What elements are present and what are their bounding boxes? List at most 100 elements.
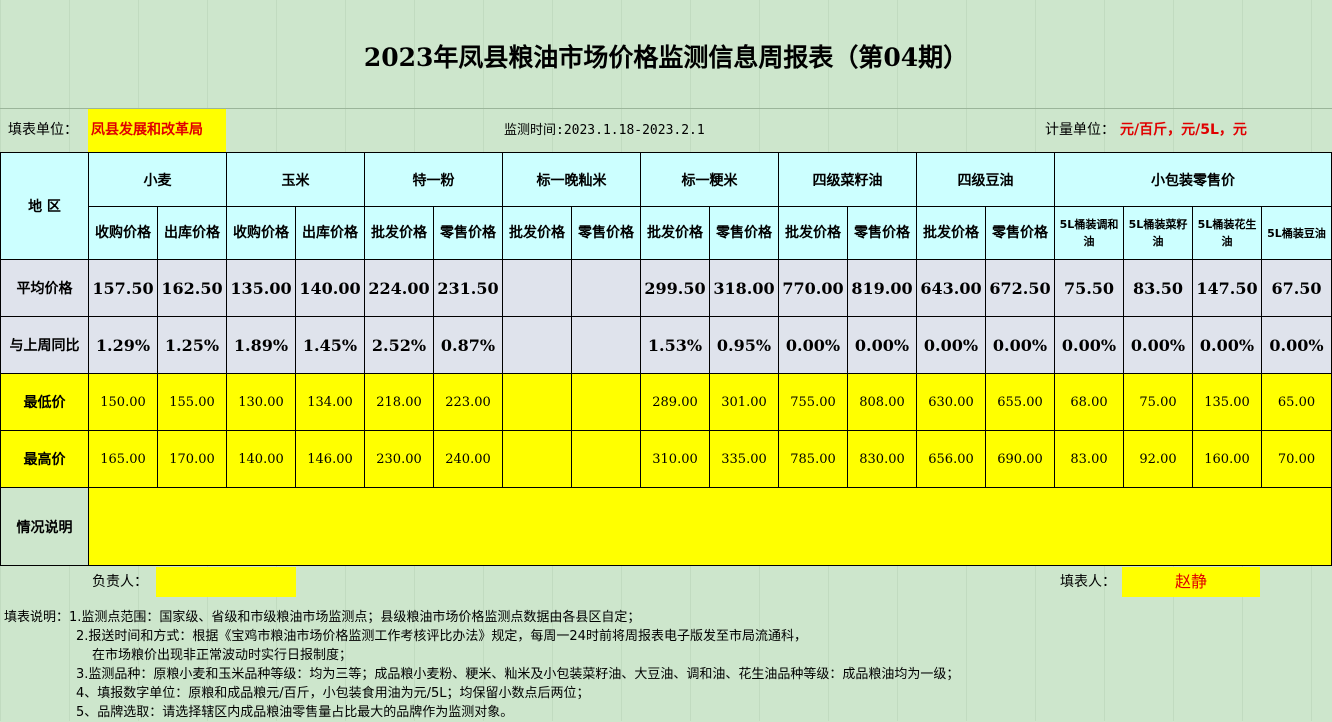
sub-header[interactable]: 收购价格 (88, 206, 158, 260)
table-cell[interactable]: 0.87% (433, 316, 503, 374)
table-cell[interactable]: 68.00 (1054, 373, 1124, 431)
table-cell[interactable]: 819.00 (847, 259, 917, 317)
table-cell[interactable] (571, 430, 641, 488)
row-label[interactable]: 与上周同比 (0, 316, 89, 374)
group-header-soybean-oil[interactable]: 四级豆油 (916, 152, 1055, 207)
sub-header[interactable]: 批发价格 (778, 206, 848, 260)
table-cell[interactable]: 83.00 (1054, 430, 1124, 488)
table-cell[interactable]: 75.50 (1054, 259, 1124, 317)
table-cell[interactable]: 130.00 (226, 373, 296, 431)
table-cell[interactable] (502, 373, 572, 431)
group-header-flour[interactable]: 特一粉 (364, 152, 503, 207)
table-cell[interactable]: 0.95% (709, 316, 779, 374)
group-header-rapeseed-oil[interactable]: 四级菜籽油 (778, 152, 917, 207)
table-cell[interactable]: 157.50 (88, 259, 158, 317)
table-cell[interactable]: 146.00 (295, 430, 365, 488)
group-header-japonica-rice[interactable]: 标一粳米 (640, 152, 779, 207)
table-cell[interactable]: 160.00 (1192, 430, 1262, 488)
table-cell[interactable]: 170.00 (157, 430, 227, 488)
table-cell[interactable]: 155.00 (157, 373, 227, 431)
sub-header[interactable]: 5L桶装菜籽油 (1123, 206, 1193, 260)
sub-header[interactable]: 出库价格 (295, 206, 365, 260)
row-label[interactable]: 情况说明 (0, 487, 89, 566)
sub-header[interactable]: 5L桶装豆油 (1261, 206, 1332, 260)
sub-header[interactable]: 零售价格 (709, 206, 779, 260)
table-cell[interactable]: 162.50 (157, 259, 227, 317)
table-cell[interactable]: 289.00 (640, 373, 710, 431)
measure-unit-value[interactable]: 元/百斤，元/5L，元 (1120, 122, 1247, 138)
table-cell[interactable] (502, 316, 572, 374)
table-cell[interactable]: 0.00% (985, 316, 1055, 374)
table-cell[interactable]: 67.50 (1261, 259, 1332, 317)
table-cell[interactable]: 135.00 (226, 259, 296, 317)
table-cell[interactable]: 218.00 (364, 373, 434, 431)
table-cell[interactable]: 301.00 (709, 373, 779, 431)
table-cell[interactable]: 690.00 (985, 430, 1055, 488)
table-cell[interactable]: 1.45% (295, 316, 365, 374)
sub-header[interactable]: 收购价格 (226, 206, 296, 260)
group-header-indica-rice[interactable]: 标一晚籼米 (502, 152, 641, 207)
table-cell[interactable]: 630.00 (916, 373, 986, 431)
table-cell[interactable]: 655.00 (985, 373, 1055, 431)
region-header[interactable]: 地 区 (0, 152, 89, 260)
monitor-period[interactable]: 监测时间:2023.1.18-2023.2.1 (504, 123, 705, 138)
table-cell[interactable]: 2.52% (364, 316, 434, 374)
table-cell[interactable]: 318.00 (709, 259, 779, 317)
row-label[interactable]: 最低价 (0, 373, 89, 431)
table-cell[interactable] (571, 373, 641, 431)
table-cell[interactable]: 0.00% (916, 316, 986, 374)
group-header-small-package[interactable]: 小包装零售价 (1054, 152, 1332, 207)
sub-header[interactable]: 批发价格 (916, 206, 986, 260)
table-cell[interactable]: 643.00 (916, 259, 986, 317)
table-cell[interactable]: 75.00 (1123, 373, 1193, 431)
table-cell[interactable]: 1.89% (226, 316, 296, 374)
sub-header[interactable]: 零售价格 (433, 206, 503, 260)
row-label[interactable]: 最高价 (0, 430, 89, 488)
sub-header[interactable]: 零售价格 (985, 206, 1055, 260)
table-cell[interactable]: 83.50 (1123, 259, 1193, 317)
group-header-wheat[interactable]: 小麦 (88, 152, 227, 207)
sub-header[interactable]: 零售价格 (571, 206, 641, 260)
group-header-corn[interactable]: 玉米 (226, 152, 365, 207)
table-cell[interactable]: 224.00 (364, 259, 434, 317)
table-cell[interactable]: 223.00 (433, 373, 503, 431)
table-cell[interactable]: 0.00% (1123, 316, 1193, 374)
table-cell[interactable]: 1.53% (640, 316, 710, 374)
sub-header[interactable]: 5L桶装调和油 (1054, 206, 1124, 260)
sub-header[interactable]: 批发价格 (640, 206, 710, 260)
table-cell[interactable]: 830.00 (847, 430, 917, 488)
table-cell[interactable] (571, 259, 641, 317)
table-cell[interactable]: 672.50 (985, 259, 1055, 317)
table-cell[interactable]: 147.50 (1192, 259, 1262, 317)
unit-value-cell[interactable]: 凤县发展和改革局 (88, 109, 226, 152)
filler-cell[interactable]: 赵静 (1122, 567, 1260, 597)
table-cell[interactable] (502, 259, 572, 317)
table-cell[interactable]: 755.00 (778, 373, 848, 431)
table-cell[interactable]: 140.00 (226, 430, 296, 488)
table-cell[interactable] (502, 430, 572, 488)
table-cell[interactable]: 0.00% (1192, 316, 1262, 374)
sub-header[interactable]: 零售价格 (847, 206, 917, 260)
table-cell[interactable]: 230.00 (364, 430, 434, 488)
table-cell[interactable]: 231.50 (433, 259, 503, 317)
sub-header[interactable]: 批发价格 (502, 206, 572, 260)
situation-cell[interactable] (88, 487, 1332, 566)
table-cell[interactable]: 785.00 (778, 430, 848, 488)
table-cell[interactable]: 299.50 (640, 259, 710, 317)
table-cell[interactable]: 1.25% (157, 316, 227, 374)
table-cell[interactable]: 770.00 (778, 259, 848, 317)
table-cell[interactable]: 92.00 (1123, 430, 1193, 488)
table-cell[interactable]: 70.00 (1261, 430, 1332, 488)
sub-header[interactable]: 批发价格 (364, 206, 434, 260)
table-cell[interactable]: 240.00 (433, 430, 503, 488)
row-label[interactable]: 平均价格 (0, 259, 89, 317)
table-cell[interactable]: 808.00 (847, 373, 917, 431)
table-cell[interactable]: 150.00 (88, 373, 158, 431)
table-cell[interactable] (571, 316, 641, 374)
table-cell[interactable]: 65.00 (1261, 373, 1332, 431)
sub-header[interactable]: 出库价格 (157, 206, 227, 260)
sub-header[interactable]: 5L桶装花生油 (1192, 206, 1262, 260)
table-cell[interactable]: 140.00 (295, 259, 365, 317)
table-cell[interactable]: 0.00% (847, 316, 917, 374)
table-cell[interactable]: 135.00 (1192, 373, 1262, 431)
